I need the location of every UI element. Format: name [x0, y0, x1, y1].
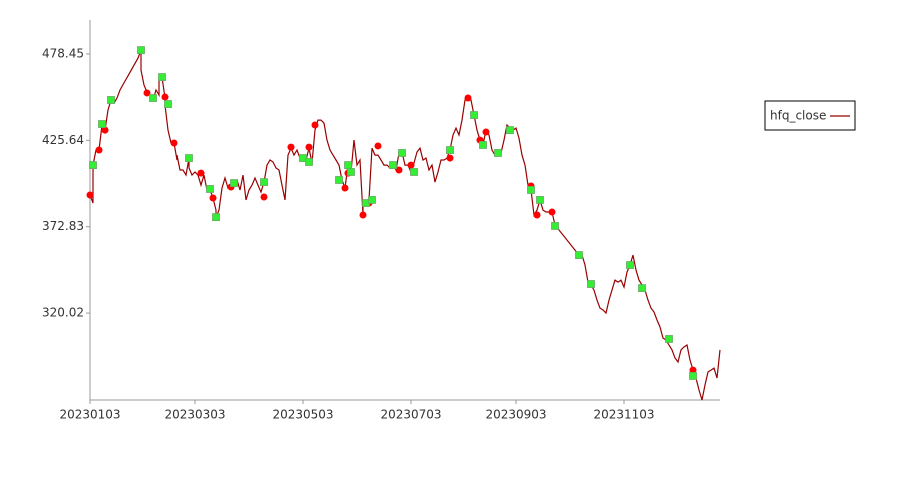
signal-square — [89, 161, 97, 169]
signal-dot — [101, 126, 109, 134]
signal-dot — [446, 154, 454, 162]
y-tick-label: 425.64 — [42, 133, 84, 147]
signal-square — [527, 186, 535, 194]
signal-square — [212, 213, 220, 222]
signal-dot — [395, 166, 403, 174]
x-tick-label: 20230703 — [380, 408, 441, 422]
signal-square — [164, 100, 172, 108]
signal-square — [305, 158, 313, 166]
signal-square — [206, 185, 214, 193]
legend-label: hfq_close — [770, 109, 826, 123]
price-line — [89, 49, 721, 401]
x-tick-label: 20231103 — [593, 408, 654, 422]
signal-dot — [533, 211, 541, 219]
signal-dot — [197, 169, 205, 177]
signal-dot — [170, 139, 178, 147]
x-tick-label: 20230103 — [59, 408, 120, 422]
signal-dot — [548, 208, 556, 216]
signal-dot — [209, 194, 217, 202]
signal-dot — [86, 191, 94, 199]
signal-square — [575, 251, 583, 259]
y-tick-label: 320.02 — [42, 306, 84, 320]
signal-dot — [407, 161, 415, 169]
x-tick-label: 20230503 — [272, 408, 333, 422]
signal-square — [158, 73, 166, 81]
signal-dot — [689, 366, 697, 374]
signal-dot — [374, 142, 382, 150]
signal-square — [335, 176, 343, 184]
signal-dot — [311, 121, 319, 129]
signal-square — [398, 149, 406, 157]
signal-square — [626, 261, 634, 269]
signal-dot — [305, 143, 313, 151]
signal-dot — [359, 211, 367, 219]
x-tick-label: 20230303 — [164, 408, 225, 422]
signal-square — [506, 126, 514, 134]
signal-square — [587, 280, 595, 288]
signal-square — [260, 178, 268, 187]
signal-square — [479, 141, 487, 149]
signal-square — [470, 111, 478, 119]
signal-square — [230, 179, 238, 187]
signal-square — [410, 168, 418, 176]
signal-square — [137, 46, 145, 54]
x-tick-label: 20230903 — [485, 408, 546, 422]
signal-square — [446, 146, 454, 154]
y-tick-label: 478.45 — [42, 46, 84, 60]
signal-square — [368, 196, 376, 204]
signal-square — [98, 120, 106, 128]
signal-square — [551, 222, 559, 230]
y-tick-label: 372.83 — [42, 219, 84, 233]
signal-square — [665, 335, 673, 343]
signal-dot — [143, 89, 151, 97]
signal-square — [107, 96, 115, 104]
signal-square — [389, 161, 397, 169]
signal-dot — [260, 193, 268, 201]
signal-square — [638, 284, 646, 293]
signal-dot — [161, 93, 169, 101]
signal-square — [347, 168, 355, 176]
signal-square — [185, 154, 193, 162]
signal-dot — [341, 184, 349, 192]
signal-square — [344, 161, 352, 169]
signal-square — [149, 94, 157, 102]
signal-dot — [287, 143, 295, 151]
signal-dot — [464, 94, 472, 102]
signal-dot — [482, 128, 490, 136]
signal-square — [494, 149, 502, 157]
signal-square — [689, 372, 697, 380]
signal-dot — [95, 146, 103, 154]
signal-square — [536, 196, 544, 204]
signal-square — [299, 154, 307, 162]
